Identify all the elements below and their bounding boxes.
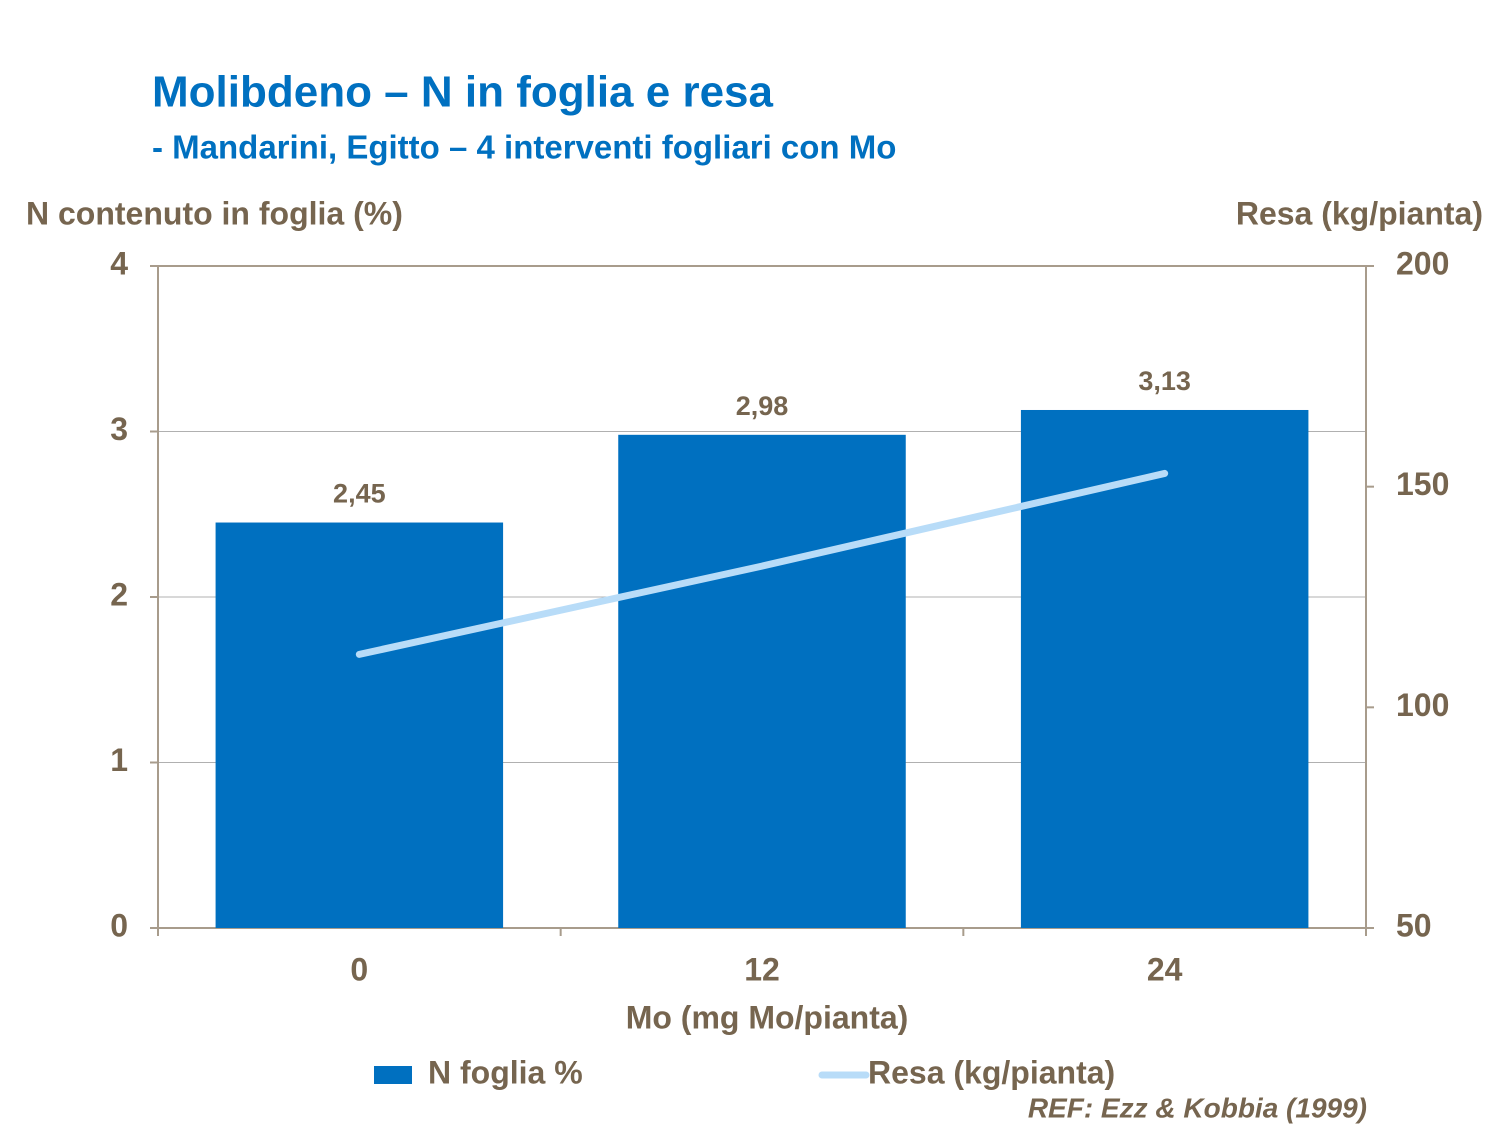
x-axis-label: Mo (mg Mo/pianta): [626, 999, 909, 1035]
legend-swatch: [374, 1066, 412, 1084]
line: [355, 469, 1169, 658]
bar: [618, 434, 906, 928]
y-tick-label: 1: [110, 742, 128, 778]
data-label: 3,13: [1138, 366, 1191, 396]
y2-axis-label: Resa (kg/pianta): [1236, 195, 1483, 231]
y-axis-label: N contenuto in foglia (%): [26, 195, 403, 231]
x-tick-label: 12: [744, 951, 780, 987]
y2-tick-label: 100: [1396, 687, 1449, 723]
y-tick-label: 0: [110, 907, 128, 943]
bar: [215, 522, 504, 928]
data-label: 2,98: [736, 391, 789, 421]
chart-title: Molibdeno – N in foglia e resa: [152, 68, 774, 117]
y-tick-label: 4: [110, 245, 128, 281]
data-label: 2,45: [333, 479, 386, 509]
annotation: REF: Ezz & Kobbia (1999): [1028, 1092, 1367, 1123]
legend-label: Resa (kg/pianta): [868, 1054, 1115, 1090]
y-tick-label: 3: [110, 411, 128, 447]
y2-tick-label: 150: [1396, 466, 1449, 502]
x-tick-label: 0: [350, 951, 368, 987]
x-tick-label: 24: [1147, 951, 1183, 987]
y2-tick-label: 200: [1396, 245, 1449, 281]
chart-subtitle: - Mandarini, Egitto – 4 interventi fogli…: [152, 129, 896, 166]
bar: [1020, 409, 1309, 928]
legend-label: N foglia %: [428, 1054, 583, 1090]
y2-tick-label: 50: [1396, 907, 1432, 943]
y-tick-label: 2: [110, 576, 128, 612]
